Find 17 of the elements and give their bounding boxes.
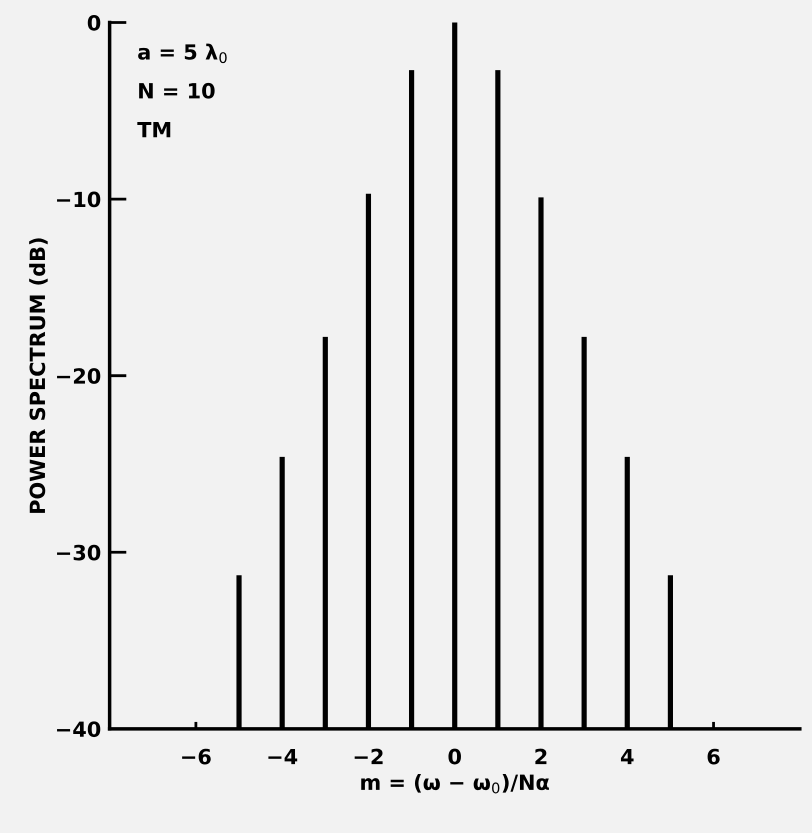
x-tick-label: −2: [354, 748, 383, 764]
annotation: TM: [137, 122, 170, 138]
annotation: N = 10: [139, 82, 215, 99]
y-tick-label: −20: [57, 368, 100, 384]
y-tick-label: 0: [88, 14, 100, 31]
y-tick-label: −30: [57, 544, 100, 560]
y-axis-title: POWER SPECTRUM (dB): [29, 238, 48, 513]
y-tick-label: −40: [57, 721, 100, 738]
x-tick-label: 2: [535, 748, 546, 764]
x-tick-label: −4: [268, 748, 298, 764]
x-tick-label: 4: [620, 748, 634, 764]
annotation: a = 5 λ$_{0}$: [138, 44, 227, 64]
y-tick-label: −10: [57, 192, 100, 208]
x-axis-title: m = (ω − ω$_{0}$)/Nα: [361, 774, 549, 794]
x-tick-label: 6: [708, 748, 720, 764]
x-tick-label: 0: [448, 748, 461, 764]
x-tick-label: −6: [182, 748, 211, 764]
